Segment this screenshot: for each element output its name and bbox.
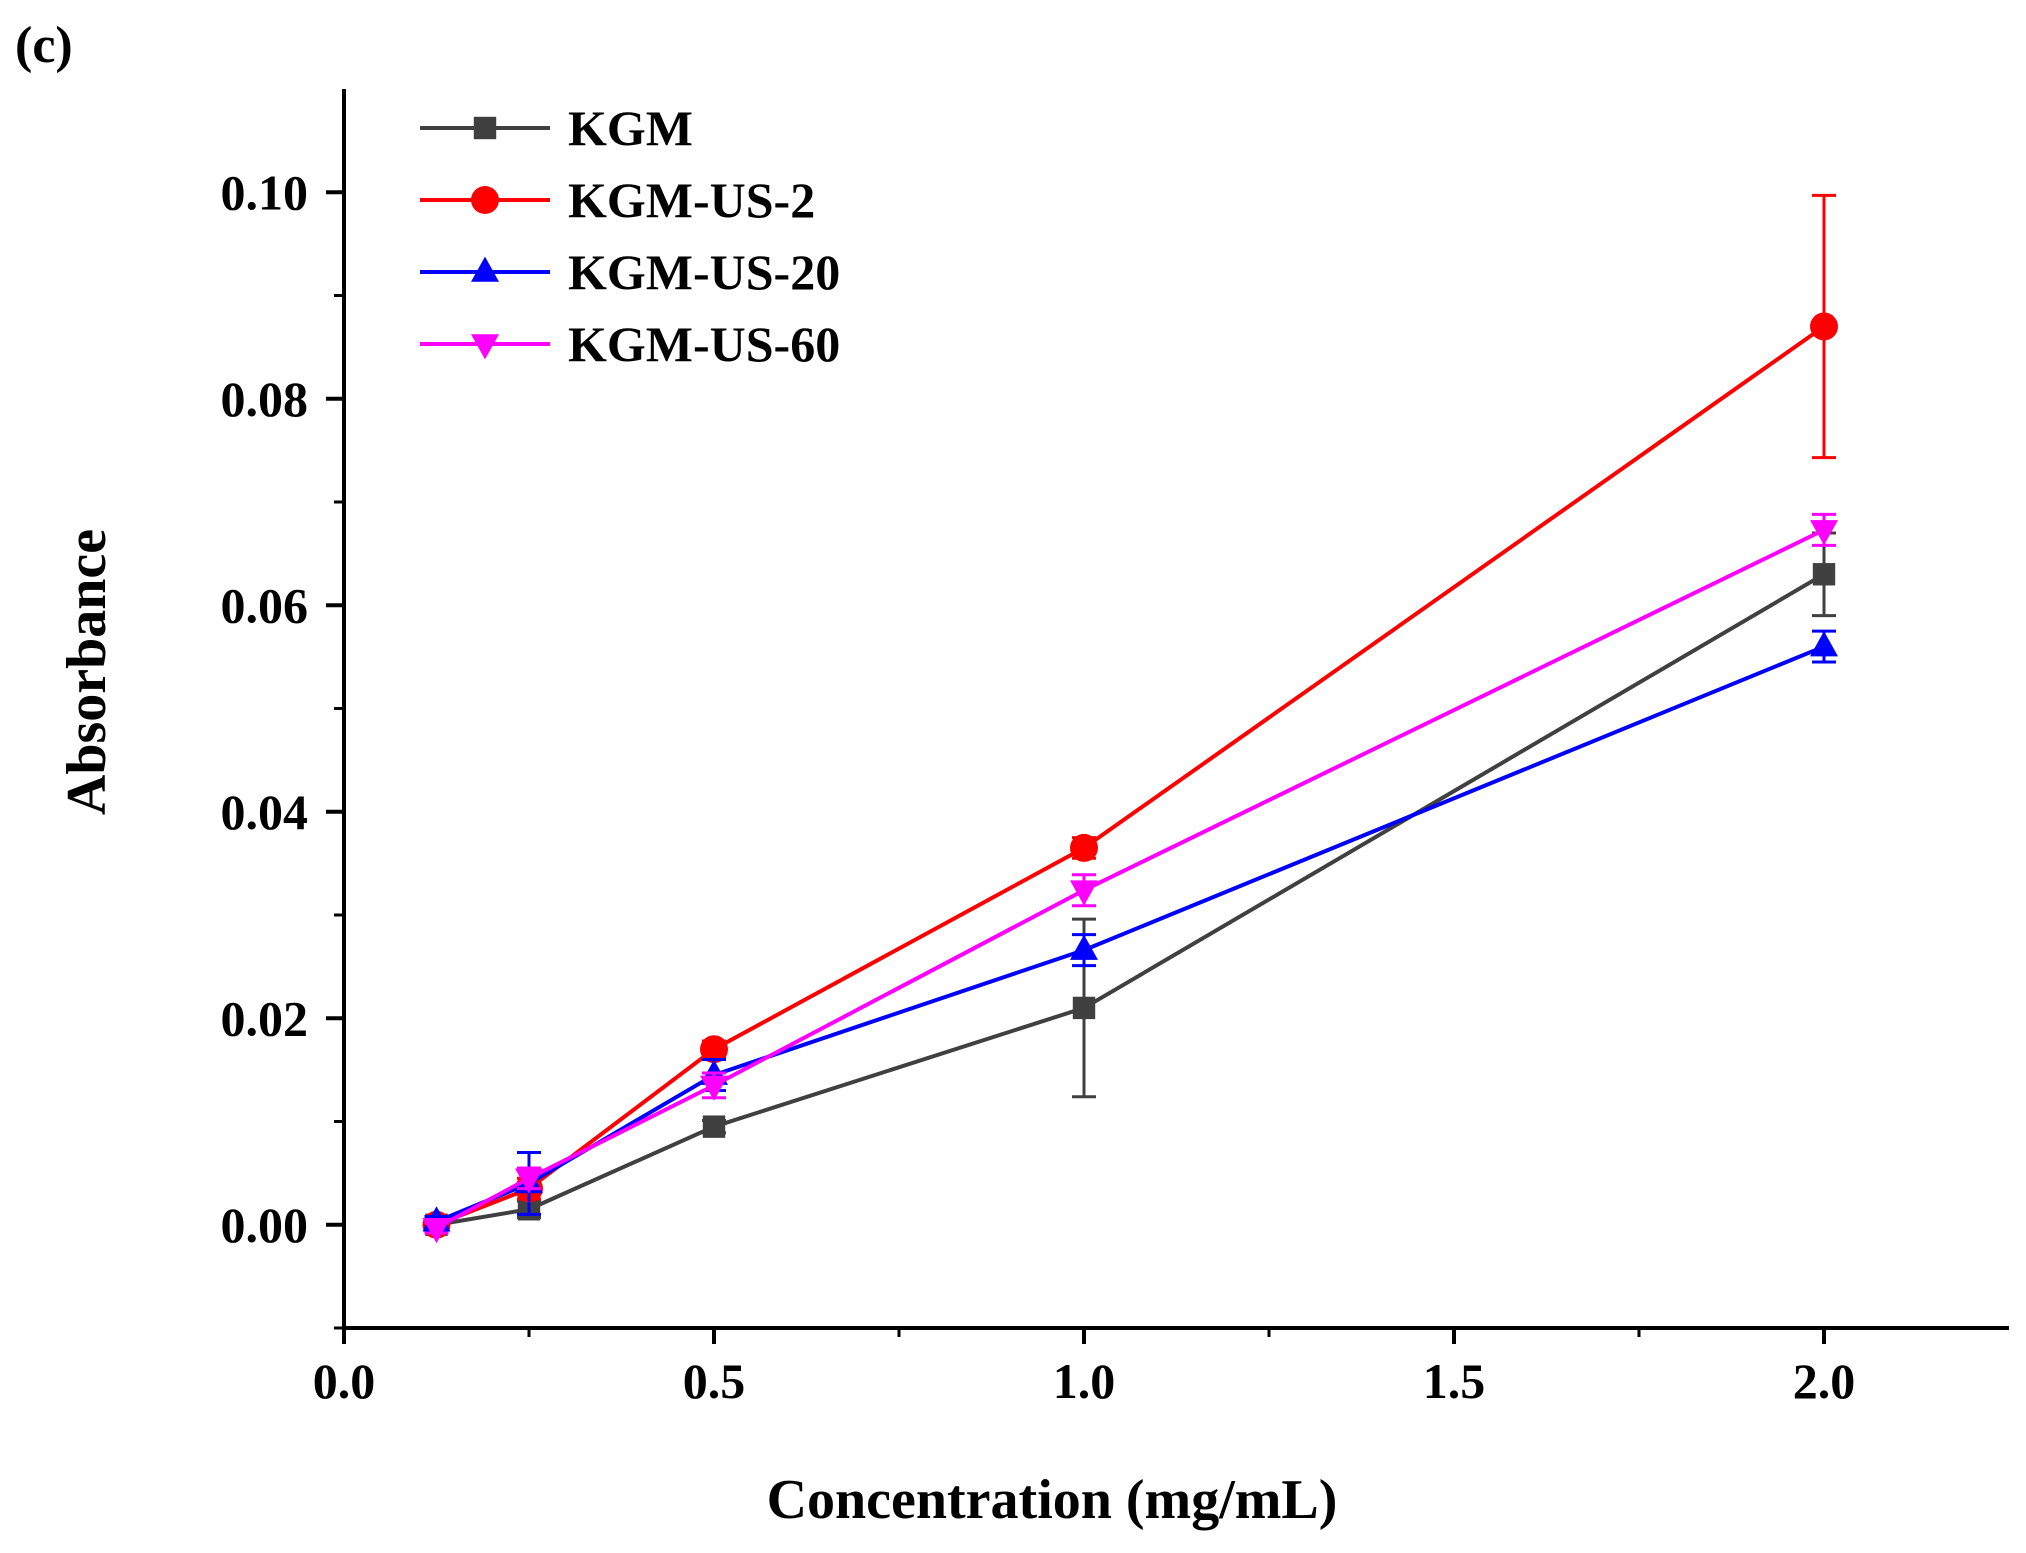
data-point [700, 1075, 728, 1101]
y-tick-label: 0.00 [221, 1197, 309, 1253]
series-line-kgm-us-20 [435, 644, 1825, 1224]
y-tick-label: 0.04 [221, 784, 309, 840]
y-axis-label: Absorbance [56, 529, 118, 815]
data-point [702, 1115, 726, 1138]
series-kgm-us-60 [422, 512, 1838, 1244]
data-point [1810, 631, 1838, 657]
y-tick-label: 0.06 [221, 577, 309, 633]
legend-label: KGM-US-20 [568, 244, 840, 300]
data-point [1070, 880, 1098, 906]
x-tick-label: 0.5 [683, 1353, 746, 1409]
legend-item-kgm-us-60: KGM-US-60 [420, 316, 840, 372]
legend-label: KGM-US-2 [568, 172, 815, 228]
series-line-kgm [436, 572, 1826, 1227]
data-point [1812, 563, 1836, 586]
legend-item-kgm: KGM [420, 100, 693, 156]
series-kgm [424, 531, 1836, 1236]
series-line-kgm-us-2 [435, 324, 1826, 1227]
panel-label: (c) [15, 17, 73, 74]
series-kgm-us-20 [422, 629, 1838, 1232]
data-point [1070, 934, 1098, 960]
x-axis-label: Concentration (mg/mL) [767, 1469, 1338, 1531]
data-point [1810, 312, 1838, 341]
y-tick-label: 0.10 [221, 164, 309, 220]
legend-item-kgm-us-20: KGM-US-20 [420, 244, 840, 300]
data-point [515, 1168, 543, 1194]
legend-marker [473, 116, 497, 140]
legend: KGM KGM-US-2 KGM-US-20 KGM-US-60 [420, 100, 840, 372]
y-tick-label: 0.08 [221, 371, 309, 427]
data-point [700, 1035, 728, 1064]
data-point [1070, 833, 1098, 862]
y-tick-label: 0.02 [221, 990, 309, 1046]
series-line-kgm-us-60 [435, 528, 1825, 1230]
legend-marker [471, 186, 499, 214]
legend-label: KGM-US-60 [568, 316, 840, 372]
legend-label: KGM [568, 100, 693, 156]
x-tick-label: 1.0 [1053, 1353, 1116, 1409]
legend-marker [471, 334, 499, 360]
legend-marker [471, 256, 499, 282]
data-point [1072, 996, 1096, 1020]
x-tick-label: 0.0 [313, 1353, 376, 1409]
axes: 0.0 0.5 1.0 1.5 2.0 0.00 0.02 0.04 0.06 0.08 0.10 [221, 89, 2009, 1409]
x-tick-label: 1.5 [1423, 1353, 1486, 1409]
x-tick-label: 2.0 [1793, 1353, 1856, 1409]
data-point [422, 1218, 451, 1244]
legend-item-kgm-us-2: KGM-US-2 [420, 172, 815, 228]
data-point [1810, 520, 1838, 546]
plot-marks [422, 193, 1838, 1244]
